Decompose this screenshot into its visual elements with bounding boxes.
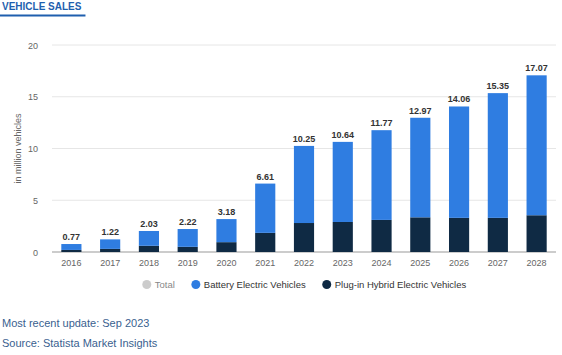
bar — [527, 75, 547, 215]
x-tick-label: 2027 — [488, 258, 508, 268]
x-tick-label: 2018 — [139, 258, 159, 268]
bar — [139, 246, 159, 252]
bar — [216, 219, 236, 242]
bar — [139, 231, 159, 246]
data-label: 10.64 — [332, 130, 355, 140]
bar — [100, 239, 120, 249]
x-tick-label: 2017 — [100, 258, 120, 268]
x-tick-label: 2019 — [178, 258, 198, 268]
y-tick-label: 5 — [33, 196, 38, 206]
bar — [410, 217, 430, 252]
bar — [178, 247, 198, 252]
bars — [61, 75, 546, 252]
annotation: Source: Statista Market Insights — [2, 337, 158, 349]
x-tick-label: 2016 — [61, 258, 81, 268]
annotation: Most recent update: Sep 2023 — [2, 317, 149, 329]
data-label: 17.07 — [525, 63, 548, 73]
bar — [449, 106, 469, 217]
x-tick-label: 2020 — [216, 258, 236, 268]
legend-marker — [142, 280, 151, 289]
bar — [333, 142, 353, 222]
legend-item: Battery Electric Vehicles — [191, 279, 306, 290]
grid-line — [52, 96, 556, 97]
x-tick-label: 2025 — [410, 258, 430, 268]
legend-item: Total — [142, 279, 175, 290]
x-tick-label: 2023 — [333, 258, 353, 268]
legend-label: Total — [155, 279, 175, 290]
x-tick-label: 2022 — [294, 258, 314, 268]
y-tick-label: 10 — [28, 144, 38, 154]
data-label: 11.77 — [371, 118, 393, 128]
bar — [255, 184, 275, 233]
data-labels: 0.77 1.22 2.03 2.22 3.18 6.61 10.25 10.64 11.77 1… — [63, 63, 548, 242]
bar — [100, 249, 120, 252]
data-label: 14.06 — [448, 94, 471, 104]
data-label: 0.77 — [63, 232, 81, 242]
legend-label: Battery Electric Vehicles — [204, 279, 306, 290]
x-tick-label: 2026 — [449, 258, 469, 268]
bar — [488, 93, 508, 218]
legend-item: Plug-in Hybrid Electric Vehicles — [322, 279, 466, 290]
legend-marker — [322, 280, 331, 289]
bar — [488, 218, 508, 252]
legend-marker — [191, 280, 200, 289]
x-tick-label: 2024 — [372, 258, 392, 268]
bar — [294, 146, 314, 223]
legend: Total Battery Electric Vehicles Plug-in Hy… — [142, 279, 466, 290]
bar — [371, 130, 391, 220]
bar — [527, 215, 547, 252]
bar — [255, 233, 275, 252]
y-tick-label: 15 — [28, 92, 38, 102]
x-tick-label: 2021 — [255, 258, 275, 268]
bar — [294, 223, 314, 252]
bar — [61, 244, 81, 250]
title: VEHICLE SALES — [2, 1, 82, 12]
title-underline — [0, 15, 85, 17]
y-axis-label: in million vehicles — [13, 113, 23, 184]
data-label: 15.35 — [487, 81, 510, 91]
y-tick-label: 20 — [28, 41, 38, 51]
legend-label: Plug-in Hybrid Electric Vehicles — [335, 279, 467, 290]
bar — [333, 222, 353, 252]
y-tick-label: 0 — [33, 248, 38, 258]
data-label: 1.22 — [101, 227, 119, 237]
data-label: 2.22 — [179, 217, 197, 227]
chart: VEHICLE SALES 0 5 10 15 20 in million vehicles… — [0, 0, 562, 355]
bar — [371, 220, 391, 252]
bar — [61, 250, 81, 252]
x-tick-label: 2028 — [527, 258, 547, 268]
data-label: 12.97 — [409, 106, 432, 116]
data-label: 3.18 — [218, 207, 236, 217]
bar — [178, 229, 198, 247]
bar — [449, 218, 469, 252]
data-label: 10.25 — [293, 134, 316, 144]
bar — [216, 242, 236, 252]
grid-line — [52, 45, 556, 46]
data-label: 6.61 — [256, 172, 274, 182]
data-label: 2.03 — [140, 219, 158, 229]
bar — [410, 118, 430, 218]
